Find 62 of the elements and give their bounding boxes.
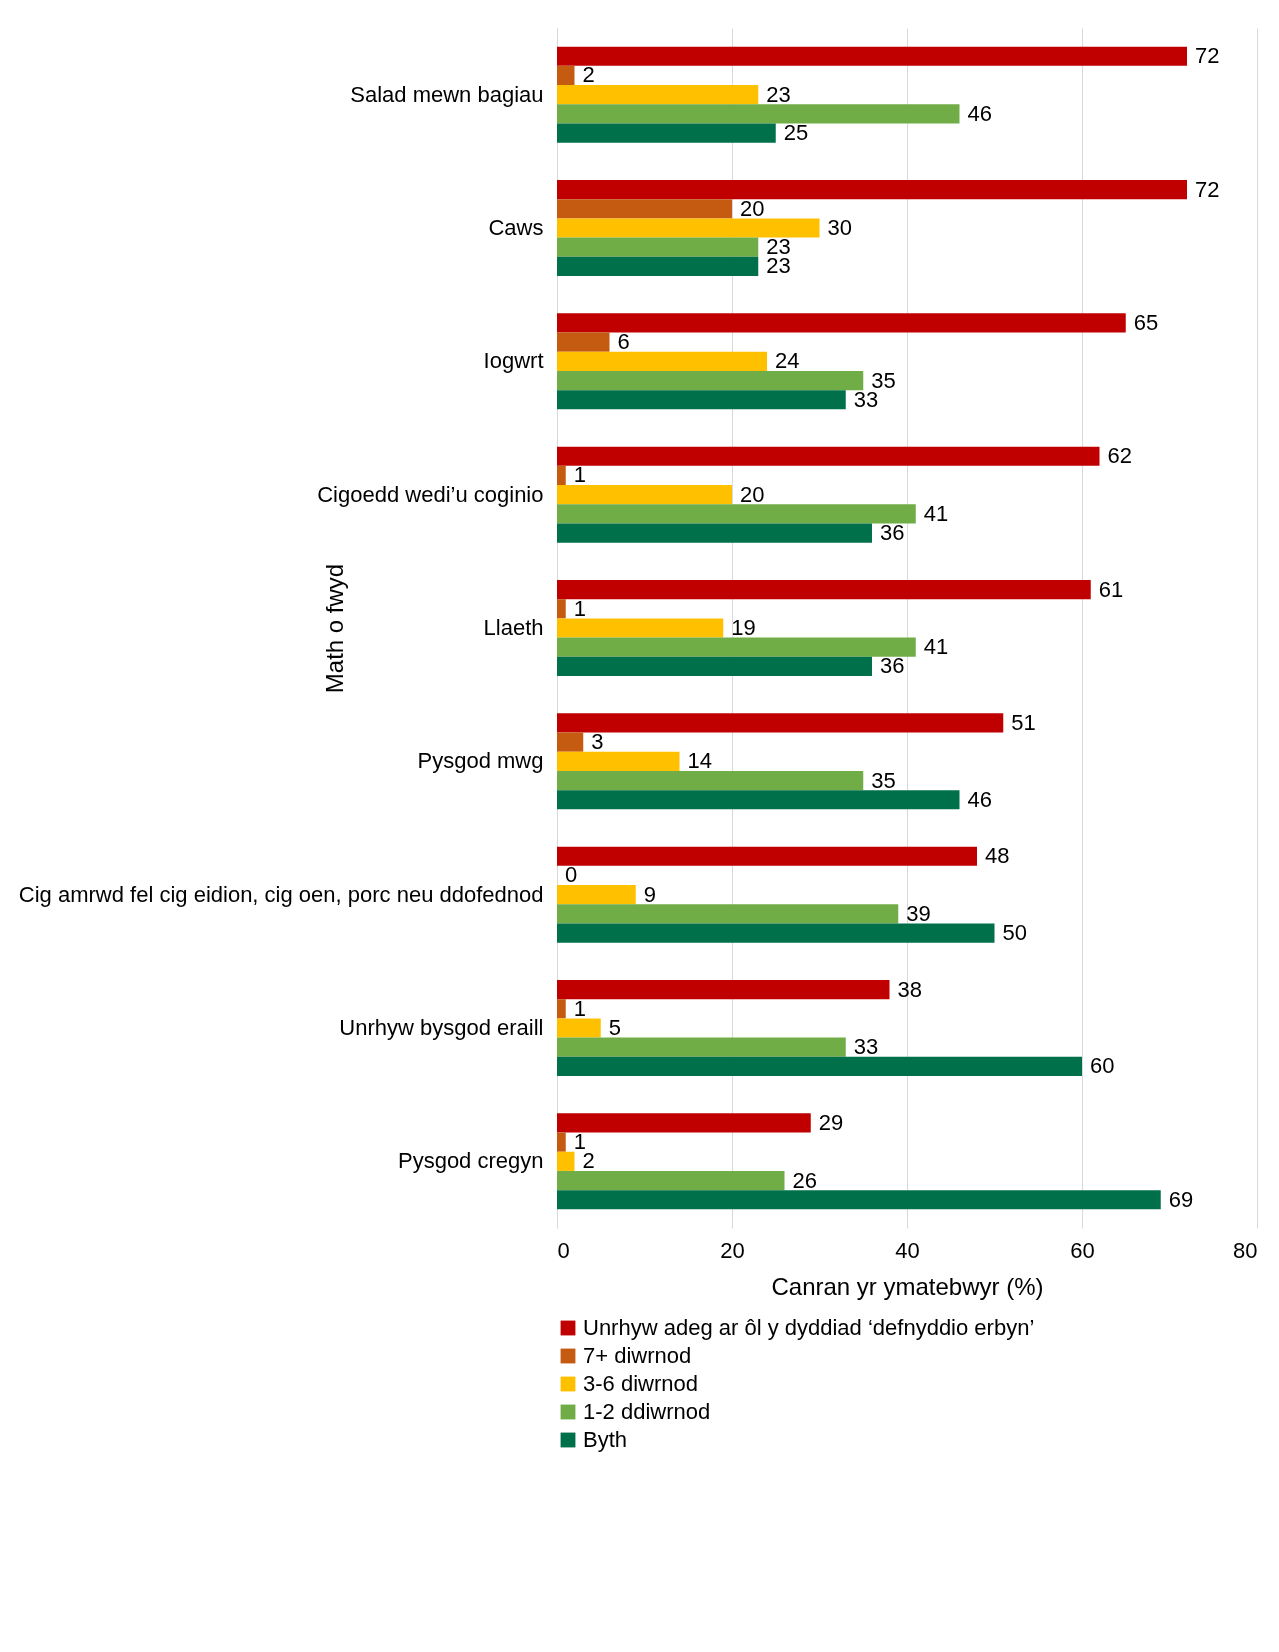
data-label: 9 (643, 881, 656, 907)
data-label: 62 (1107, 443, 1132, 469)
data-label: 46 (967, 786, 992, 812)
legend-label: 1-2 ddiwrnod (583, 1399, 711, 1424)
data-label: 20 (740, 195, 765, 221)
x-axis-title: Canran yr ymatebwyr (%) (771, 1272, 1044, 1300)
data-label: 25 (783, 120, 809, 146)
data-label: 23 (766, 253, 791, 279)
data-label: 6 (617, 329, 630, 355)
x-tick-label: 60 (1070, 1237, 1095, 1263)
data-label: 41 (923, 634, 949, 660)
data-label: 51 (1011, 709, 1036, 735)
data-label: 1 (573, 595, 586, 621)
data-label: 38 (897, 976, 922, 1002)
data-label: 36 (880, 520, 905, 546)
data-label: 72 (1195, 176, 1220, 202)
data-label: 46 (967, 100, 992, 126)
data-label: 19 (731, 615, 756, 640)
x-tick-label: 80 (1233, 1237, 1258, 1263)
data-label: 61 (1098, 576, 1124, 602)
y-tick-label: Pysgod cregyn (397, 1148, 544, 1174)
data-label: 1 (573, 995, 586, 1021)
data-label: 30 (827, 215, 852, 240)
legend-label: 3-6 diwrnod (583, 1371, 698, 1396)
data-label: 23 (766, 81, 791, 107)
data-label: 0 (565, 862, 578, 888)
x-tick-label: 20 (720, 1237, 745, 1263)
data-label: 39 (906, 900, 931, 926)
data-label: 35 (871, 767, 896, 793)
legend-label: 7+ diwrnod (583, 1343, 692, 1368)
y-tick-label: Cig amrwd fel cig eidion, cig oen, porc neu ddofednod (18, 881, 544, 907)
data-label: 50 (1002, 920, 1027, 946)
x-tick-label: 40 (895, 1237, 920, 1263)
data-label: 72 (1195, 43, 1220, 69)
data-label: 69 (1168, 1186, 1194, 1212)
y-tick-label: Iogwrt (483, 348, 544, 374)
data-label: 26 (792, 1167, 817, 1193)
y-tick-label: Pysgod mwg (417, 748, 544, 774)
data-label: 2 (582, 62, 595, 88)
data-label: 24 (775, 348, 800, 374)
y-tick-label: Unrhyw bysgod eraill (339, 1015, 544, 1040)
data-label: 35 (871, 367, 896, 393)
data-label: 5 (608, 1015, 621, 1040)
y-tick-label: Llaeth (483, 615, 544, 640)
legend-label: Byth (583, 1427, 628, 1452)
data-label: 60 (1090, 1053, 1115, 1079)
data-label: 41 (923, 500, 949, 526)
y-tick-label: Salad mewn bagiau (350, 81, 544, 107)
data-label: 1 (573, 462, 586, 488)
data-label: 48 (985, 843, 1010, 869)
legend-label: Unrhyw adeg ar ôl y dyddiad ‘defnyddio erbyn’ (583, 1315, 1035, 1340)
y-tick-label: Caws (488, 215, 544, 240)
data-label: 29 (818, 1109, 844, 1135)
data-label: 36 (880, 653, 905, 679)
x-tick-label: 0 (557, 1237, 570, 1263)
data-label: 20 (740, 481, 765, 507)
data-label: 33 (853, 1034, 879, 1060)
data-label: 14 (687, 748, 712, 774)
y-tick-label: Cigoedd wedi’u coginio (317, 481, 544, 507)
data-label: 3 (591, 729, 604, 755)
y-axis-title: Math o fwyd (320, 563, 348, 694)
data-label: 65 (1133, 309, 1159, 335)
